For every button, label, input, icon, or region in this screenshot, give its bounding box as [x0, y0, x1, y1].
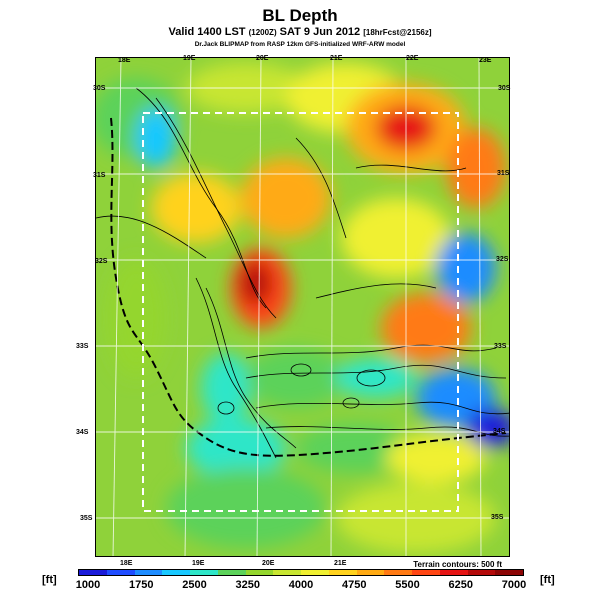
bl-depth-map: [95, 57, 510, 557]
coastline: [110, 117, 507, 457]
colorbar-tick-label: 3250: [235, 579, 260, 591]
lon-label-bottom: 18E: [120, 560, 133, 567]
colorbar-segment: [162, 570, 190, 575]
colorbar-segment: [328, 570, 357, 575]
colorbar-unit-right: [ft]: [540, 574, 555, 586]
lat-label-left: 32S: [95, 258, 108, 265]
map-canvas: [96, 58, 509, 556]
lat-label-right: 35S: [491, 514, 504, 521]
valid-time-subtitle: Valid 1400 LST (1200Z) SAT 9 Jun 2012 [1…: [0, 26, 600, 38]
lat-label-left: 35S: [80, 515, 93, 522]
meridian-line: [112, 58, 122, 556]
valid-time: Valid 1400 LST: [168, 26, 246, 38]
lat-label-right: 32S: [496, 256, 509, 263]
colorbar-segment: [190, 570, 218, 575]
colorbar-tick-label: 1750: [129, 579, 154, 591]
colorbar-segment: [301, 570, 329, 575]
lat-label-left: 31S: [93, 172, 106, 179]
colorbar-segment: [134, 570, 163, 575]
lon-label-top: 20E: [256, 55, 269, 62]
forecast-tag: [18hrFcst@2156z]: [363, 28, 432, 37]
lon-label-top: 21E: [330, 55, 343, 62]
lon-label-top: 22E: [406, 55, 419, 62]
meridian-line: [184, 58, 192, 556]
colorbar-tick-label: 2500: [182, 579, 207, 591]
map-title: BL Depth: [262, 6, 338, 25]
colorbar-unit-left: [ft]: [42, 574, 57, 586]
colorbar-tick-label: 5500: [395, 579, 420, 591]
colorbar-segment: [439, 570, 468, 575]
colorbar-tick-label: 4750: [342, 579, 367, 591]
colorbar-segment: [467, 570, 496, 575]
meridian-line: [478, 58, 482, 556]
lat-label-right: 34S: [493, 428, 506, 435]
lon-label-top: 23E: [479, 57, 492, 64]
lon-label-bottom: 19E: [192, 560, 205, 567]
lon-label-bottom: 20E: [262, 560, 275, 567]
colorbar-segment: [384, 570, 412, 575]
colorbar-segment: [273, 570, 301, 575]
lat-label-right: 31S: [497, 170, 510, 177]
meridian-line: [330, 58, 334, 556]
lon-label-bottom: 21E: [334, 560, 347, 567]
colorbar-segment: [106, 570, 135, 575]
colorbar-tick-label: 6250: [448, 579, 473, 591]
colorbar-segment: [412, 570, 440, 575]
terrain-contour-note: Terrain contours: 500 ft: [413, 560, 502, 569]
colorbar-tick-label: 7000: [501, 579, 527, 591]
forecast-date: SAT 9 Jun 2012: [279, 26, 361, 38]
colorbar-tick-label: 1000: [75, 579, 101, 591]
bl-depth-field: [96, 63, 509, 553]
model-credit: Dr.Jack BLIPMAP from RASP 12km GFS-initi…: [194, 41, 406, 48]
utc-time: (1200Z): [248, 28, 277, 37]
sub-domain-box: [142, 112, 459, 512]
lat-label-right: 33S: [494, 343, 507, 350]
colorbar-segment: [217, 570, 246, 575]
colorbar-tick-label: 4000: [288, 579, 314, 591]
lat-label-left: 33S: [76, 343, 89, 350]
lat-lon-grid: [96, 58, 509, 556]
colorbar-segment: [245, 570, 274, 575]
colorbar-segment: [356, 570, 385, 575]
colorbar-segment: [495, 570, 523, 575]
colorbar: [78, 569, 524, 576]
meridian-line: [256, 58, 262, 556]
lat-label-left: 30S: [93, 85, 106, 92]
lon-label-top: 18E: [118, 57, 131, 64]
lat-label-left: 34S: [76, 429, 89, 436]
terrain-contours: [96, 87, 509, 459]
colorbar-segment: [79, 570, 107, 575]
lon-label-top: 19E: [183, 55, 196, 62]
lat-label-right: 30S: [498, 85, 511, 92]
